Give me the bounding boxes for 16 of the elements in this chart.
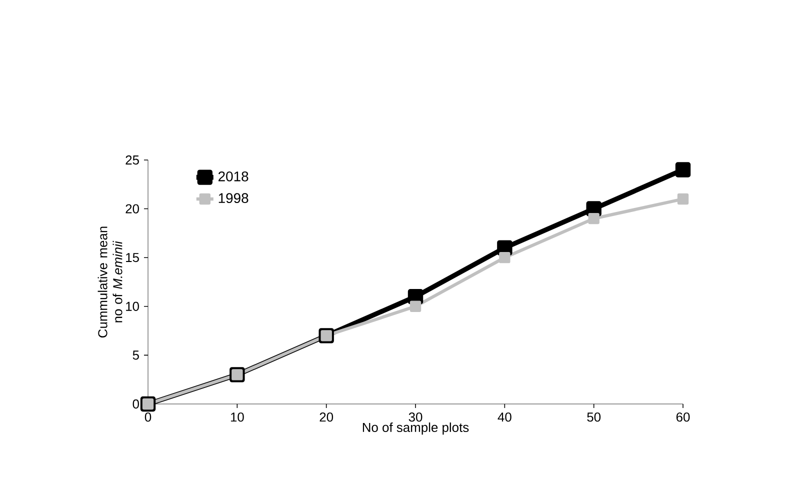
y-tick-label: 15 — [126, 253, 139, 262]
y-tick-label: 5 — [132, 350, 139, 360]
y-tick-label: 20 — [126, 204, 139, 214]
y-tick-label: 0 — [132, 399, 139, 409]
x-tick-label: 10 — [230, 412, 244, 422]
y-tick-label: 10 — [126, 302, 139, 311]
x-axis-title: No of sample plots — [362, 422, 469, 435]
x-tick-label: 40 — [498, 412, 512, 422]
x-tick-label: 50 — [587, 412, 601, 422]
x-tick-label: 30 — [408, 412, 422, 422]
legend-label: 2018 — [218, 171, 248, 182]
legend-label: 1998 — [218, 193, 248, 204]
x-tick-label: 60 — [676, 412, 690, 422]
x-tick-label: 20 — [320, 412, 334, 422]
x-tick-label: 0 — [144, 412, 152, 422]
y-tick-label: 25 — [126, 155, 139, 165]
